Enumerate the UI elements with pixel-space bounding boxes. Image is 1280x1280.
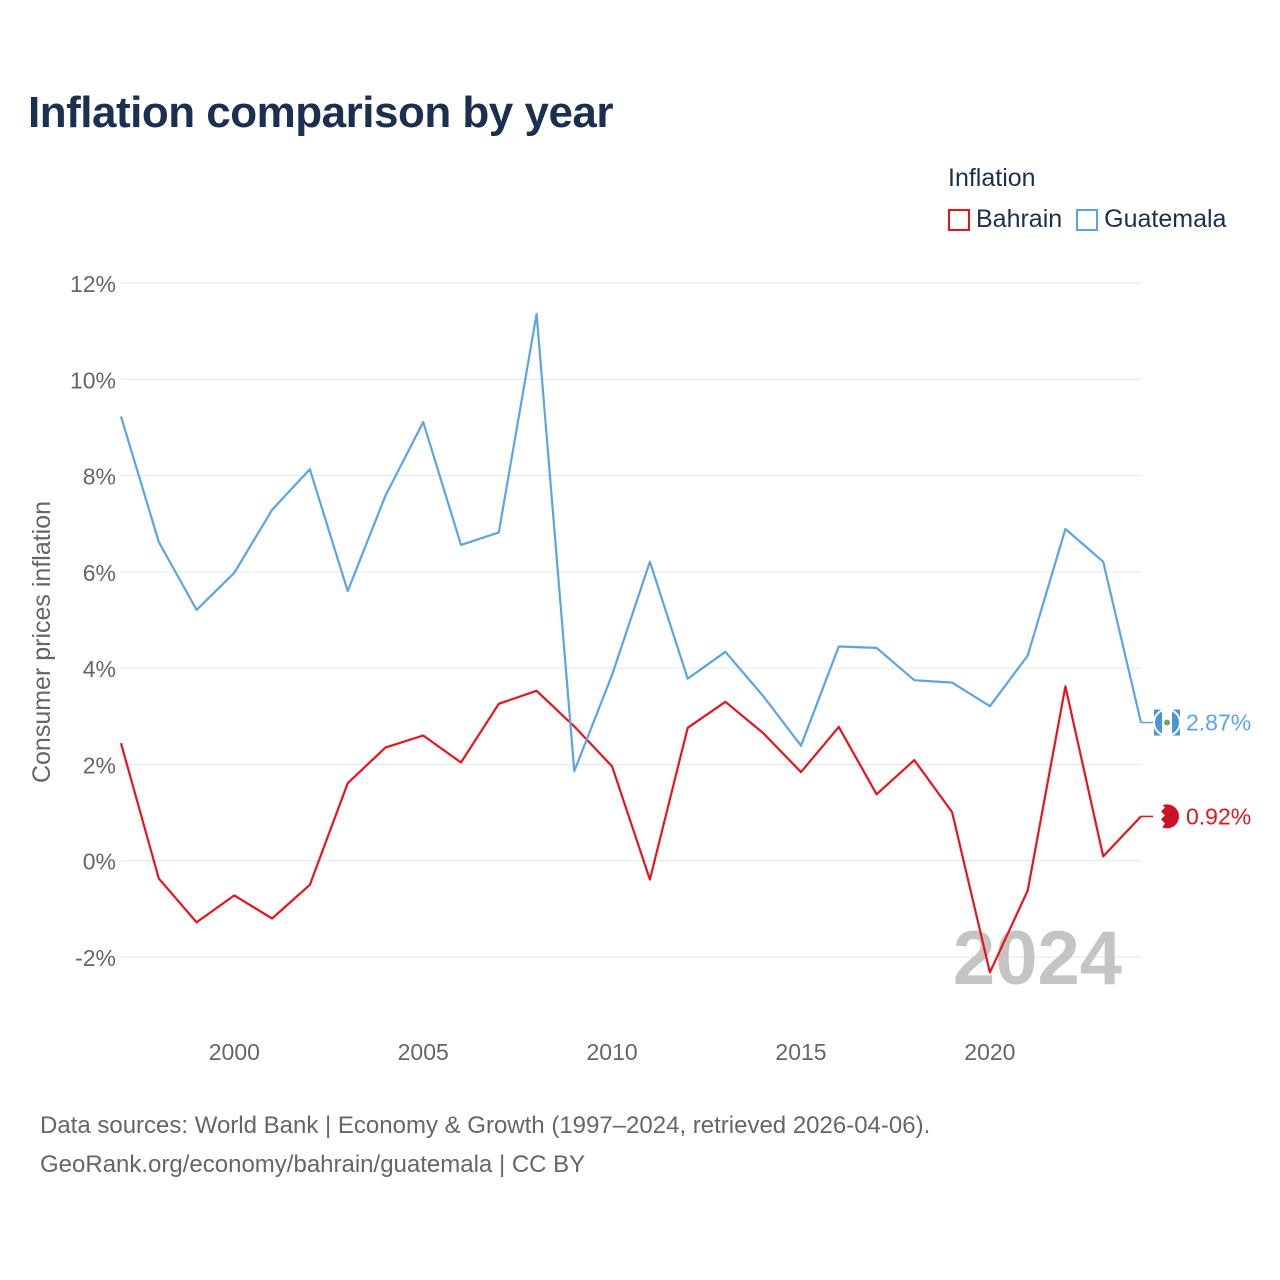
legend-title: Inflation bbox=[948, 164, 1036, 192]
y-tick-label: 4% bbox=[83, 656, 116, 682]
x-tick-label: 2005 bbox=[398, 1039, 449, 1065]
x-tick-label: 2020 bbox=[964, 1039, 1015, 1065]
legend-item-guatemala[interactable]: Guatemala bbox=[1076, 205, 1226, 234]
source-note: Data sources: World Bank | Economy & Gro… bbox=[40, 1106, 930, 1184]
y-tick-label: 12% bbox=[70, 271, 116, 297]
legend-swatch-guatemala bbox=[1076, 208, 1099, 231]
x-tick-label: 2015 bbox=[775, 1039, 826, 1065]
series-line-bahrain bbox=[119, 685, 1142, 974]
y-tick-label: 2% bbox=[83, 752, 116, 778]
y-tick-label: 10% bbox=[70, 367, 116, 393]
y-tick-label: 8% bbox=[83, 464, 116, 490]
flag-icon-guatemala bbox=[1153, 708, 1181, 737]
y-axis-label: Consumer prices inflation bbox=[28, 501, 56, 783]
end-value-label-guatemala: 2.87% bbox=[1186, 710, 1251, 736]
year-watermark: 2024 bbox=[953, 916, 1122, 1001]
legend-label-bahrain: Bahrain bbox=[976, 205, 1063, 233]
legend-swatch-bahrain bbox=[948, 208, 970, 231]
series-lines bbox=[119, 312, 1143, 974]
grid-lines bbox=[121, 282, 1141, 958]
source-line-2[interactable]: GeoRank.org/economy/bahrain/guatemala | … bbox=[40, 1151, 586, 1178]
y-tick-label: 6% bbox=[83, 560, 116, 586]
source-line-1: Data sources: World Bank | Economy & Gro… bbox=[40, 1112, 931, 1139]
chart-title: Inflation comparison by year bbox=[28, 88, 614, 137]
series-line-guatemala bbox=[119, 312, 1143, 773]
legend: Bahrain Guatemala bbox=[948, 205, 1226, 234]
series-end-markers: 0.92% 2.87% bbox=[1141, 708, 1251, 831]
y-tick-label: -2% bbox=[75, 945, 116, 971]
x-tick-labels: 2000 2005 2010 2015 2020 bbox=[209, 1039, 1016, 1065]
y-tick-labels: -2% 0% 2% 4% 6% 8% 10% 12% bbox=[70, 271, 116, 971]
x-tick-label: 2010 bbox=[587, 1039, 638, 1065]
legend-label-guatemala: Guatemala bbox=[1104, 205, 1227, 233]
end-value-label-bahrain: 0.92% bbox=[1186, 803, 1251, 829]
y-tick-label: 0% bbox=[83, 849, 116, 875]
x-tick-label: 2000 bbox=[209, 1039, 260, 1065]
legend-item-bahrain[interactable]: Bahrain bbox=[948, 205, 1062, 234]
flag-icon-bahrain bbox=[1153, 802, 1181, 831]
